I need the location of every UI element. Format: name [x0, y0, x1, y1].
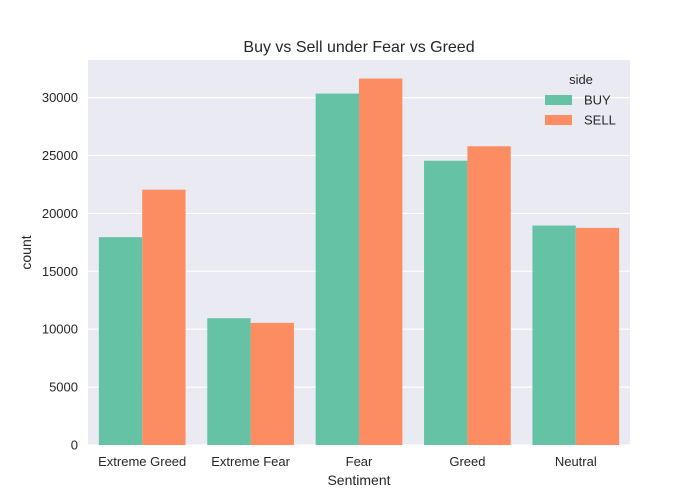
y-tick-label: 30000 — [42, 90, 78, 105]
x-tick-labels: Extreme Greed Extreme Fear Fear Greed Neutra… — [98, 454, 597, 469]
y-tick-label: 15000 — [42, 264, 78, 279]
x-tick-label: Greed — [449, 454, 485, 469]
y-axis-label: count — [18, 235, 34, 269]
legend-swatch-buy — [545, 95, 572, 105]
y-tick-labels: 0 5000 10000 15000 20000 25000 30000 — [42, 90, 78, 452]
x-axis-label: Sentiment — [327, 472, 390, 488]
bar-buy-neutral — [532, 225, 576, 445]
y-tick-label: 25000 — [42, 148, 78, 163]
bar-buy-extreme-greed — [98, 237, 143, 445]
y-tick-label: 0 — [71, 438, 78, 453]
bar-buy-fear — [315, 93, 359, 445]
bar-sell-greed — [467, 146, 511, 445]
bar-sell-fear — [359, 78, 403, 446]
y-tick-label: 5000 — [49, 380, 78, 395]
legend-swatch-sell — [545, 115, 572, 125]
bar-sell-extreme-fear — [250, 322, 294, 445]
y-tick-label: 10000 — [42, 322, 78, 337]
bar-buy-extreme-fear — [207, 318, 251, 445]
y-tick-label: 20000 — [42, 206, 78, 221]
x-tick-label: Fear — [346, 454, 373, 469]
x-tick-label: Extreme Greed — [98, 454, 186, 469]
bar-sell-neutral — [575, 227, 620, 445]
legend-label-sell: SELL — [584, 113, 616, 128]
x-tick-label: Extreme Fear — [211, 454, 290, 469]
legend-label-buy: BUY — [584, 93, 611, 108]
bar-sell-extreme-greed — [142, 189, 186, 445]
legend-title: side — [569, 72, 593, 87]
bar-buy-greed — [424, 160, 468, 445]
x-tick-label: Neutral — [555, 454, 597, 469]
chart-title: Buy vs Sell under Fear vs Greed — [243, 39, 474, 56]
bars-group — [98, 78, 620, 446]
legend: side BUY SELL — [545, 72, 616, 128]
